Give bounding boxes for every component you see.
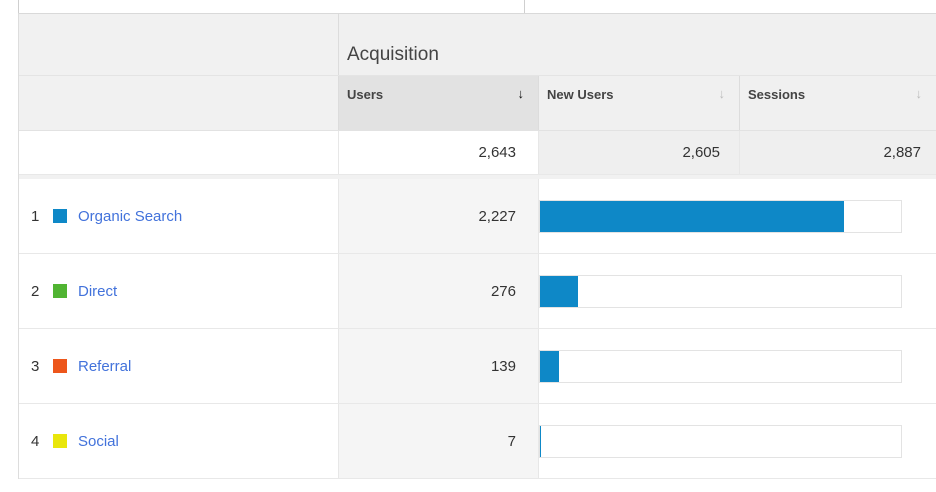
row-rank: 1	[31, 207, 40, 225]
channel-cell: 1 Organic Search	[19, 179, 338, 253]
acquisition-title: Acquisition	[347, 44, 439, 65]
users-header-label: Users	[347, 87, 384, 102]
users-bar	[540, 275, 578, 307]
users-bar-track	[539, 199, 902, 233]
channel-cell: 2 Direct	[19, 254, 338, 328]
table-row: 3 Referral 139	[19, 329, 936, 404]
totals-new-users: 2,605	[538, 131, 739, 174]
column-header-row: Users ↓ New Users ↓ Sessions ↓	[19, 76, 936, 131]
users-bar-cell	[538, 254, 936, 328]
column-header-sessions[interactable]: Sessions ↓	[739, 76, 936, 130]
row-rank: 3	[31, 357, 40, 375]
users-value: 276	[338, 254, 538, 328]
users-bar-track	[539, 274, 902, 308]
sort-icon-users[interactable]: ↓	[517, 86, 525, 101]
users-bar	[540, 200, 845, 232]
table-row: 1 Organic Search 2,227	[19, 179, 936, 254]
totals-users: 2,643	[338, 131, 538, 174]
totals-row: 2,643 2,605 2,887	[19, 131, 936, 175]
table-row: 2 Direct 276	[19, 254, 936, 329]
column-header-new-users[interactable]: New Users ↓	[538, 76, 739, 130]
row-rank: 4	[31, 432, 40, 450]
channel-cell: 3 Referral	[19, 329, 338, 403]
channel-cell: 4 Social	[19, 404, 338, 478]
channel-link[interactable]: Organic Search	[78, 207, 183, 225]
sort-icon-new-users[interactable]: ↓	[718, 86, 726, 101]
table-row: 4 Social 7	[19, 404, 936, 479]
channel-color-swatch	[53, 359, 67, 373]
users-bar-cell	[538, 329, 936, 403]
channel-color-swatch	[53, 284, 67, 298]
totals-separator	[19, 175, 936, 179]
group-header-spacer	[19, 14, 338, 75]
acquisition-group-header: Acquisition	[338, 14, 936, 75]
top-strip	[0, 0, 936, 13]
channel-link[interactable]: Direct	[78, 282, 118, 300]
top-strip-divider-mid	[524, 0, 525, 13]
users-bar-cell	[538, 404, 936, 478]
column-header-users[interactable]: Users ↓	[338, 76, 538, 130]
channel-link[interactable]: Social	[78, 432, 119, 450]
channel-color-swatch	[53, 209, 67, 223]
users-value: 7	[338, 404, 538, 478]
users-bar-track	[539, 349, 902, 383]
row-rank: 2	[31, 282, 40, 300]
users-bar-track	[539, 424, 902, 458]
channel-link[interactable]: Referral	[78, 357, 132, 375]
group-header-row: Acquisition	[19, 14, 936, 76]
users-value: 2,227	[338, 179, 538, 253]
sort-icon-sessions[interactable]: ↓	[915, 86, 923, 101]
top-strip-divider-left	[18, 0, 19, 13]
users-bar	[540, 350, 559, 382]
totals-spacer	[19, 131, 338, 174]
sessions-header-label: Sessions	[748, 87, 806, 102]
column-header-spacer	[19, 76, 338, 130]
new-users-header-label: New Users	[547, 87, 614, 102]
channel-color-swatch	[53, 434, 67, 448]
users-bar	[540, 425, 541, 457]
totals-sessions: 2,887	[739, 131, 936, 174]
users-bar-cell	[538, 179, 936, 253]
report-table: Acquisition Users ↓ New Users ↓ Sessions…	[18, 13, 936, 479]
users-value: 139	[338, 329, 538, 403]
